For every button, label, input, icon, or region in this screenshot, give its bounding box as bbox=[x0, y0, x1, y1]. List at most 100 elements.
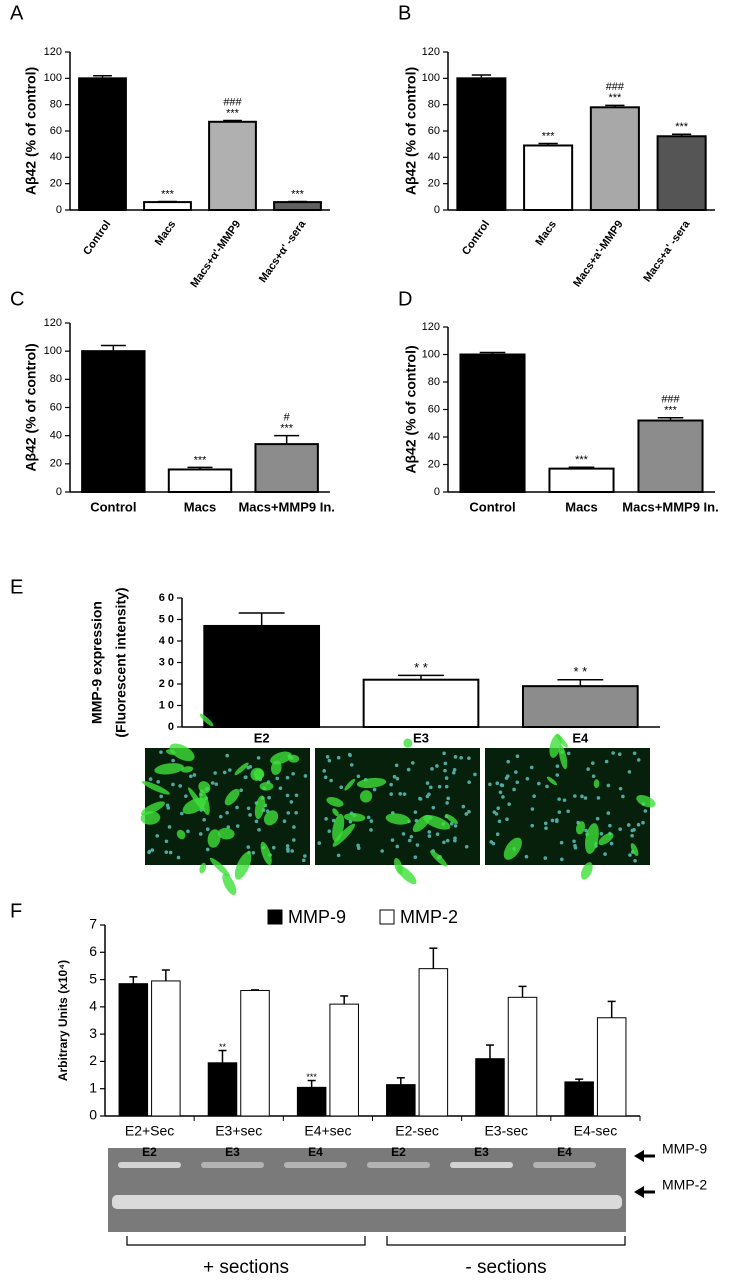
x-tick-label: Macs+MMP9 In. bbox=[622, 499, 718, 514]
y-tick-label: 60 bbox=[428, 125, 440, 137]
y-tick-label: 40 bbox=[428, 431, 440, 443]
nucleus bbox=[415, 843, 420, 847]
nucleus bbox=[327, 758, 332, 763]
nucleus bbox=[322, 769, 327, 773]
significance-label: * * bbox=[414, 660, 428, 675]
y-tick-label: 80 bbox=[428, 376, 440, 388]
y-tick-label: 0 bbox=[168, 721, 174, 733]
y-tick-label: 0 bbox=[89, 1107, 97, 1123]
nucleus bbox=[488, 782, 492, 787]
significance-label: *** bbox=[542, 130, 556, 142]
significance-label: ** bbox=[219, 1042, 227, 1052]
lane-label: E3 bbox=[474, 1145, 489, 1159]
nucleus bbox=[235, 824, 240, 828]
nucleus bbox=[467, 780, 471, 784]
nucleus bbox=[437, 784, 442, 789]
y-tick-label: 7 bbox=[89, 916, 97, 932]
group-label: + sections bbox=[203, 1257, 289, 1278]
cell-stain bbox=[154, 763, 184, 775]
nucleus bbox=[608, 823, 612, 828]
bar bbox=[208, 120, 257, 211]
nucleus bbox=[591, 774, 596, 778]
x-tick-label: Macs+MMP9 In. bbox=[238, 499, 334, 514]
panel-label: B bbox=[398, 2, 411, 24]
y-tick-label: 2 0 bbox=[159, 678, 174, 690]
nucleus bbox=[285, 793, 290, 798]
significance-label: *** bbox=[226, 107, 240, 119]
nucleus bbox=[603, 852, 607, 856]
nucleus bbox=[290, 849, 294, 853]
y-tick-label: 1 0 bbox=[159, 699, 174, 711]
y-axis-label: Aβ42 (% of control) bbox=[23, 67, 39, 195]
nucleus bbox=[402, 792, 407, 796]
significance-label: *** bbox=[306, 1072, 317, 1082]
nucleus bbox=[636, 758, 641, 762]
nucleus bbox=[235, 805, 239, 810]
cell-stain bbox=[270, 760, 282, 776]
nucleus bbox=[251, 850, 256, 855]
nucleus bbox=[427, 792, 431, 797]
nucleus bbox=[427, 834, 432, 838]
nucleus bbox=[164, 839, 169, 844]
nucleus bbox=[641, 820, 645, 825]
nucleus bbox=[176, 855, 181, 860]
cell-stain bbox=[575, 821, 586, 835]
nucleus bbox=[406, 767, 411, 772]
y-tick-label: 40 bbox=[50, 430, 62, 442]
y-tick-label: 4 bbox=[89, 998, 97, 1014]
nucleus bbox=[167, 825, 172, 829]
nucleus bbox=[285, 775, 290, 780]
nucleus bbox=[560, 857, 564, 862]
cell-stain bbox=[430, 850, 448, 867]
y-tick-label: 0 bbox=[434, 204, 440, 216]
nucleus bbox=[254, 819, 259, 824]
nucleus bbox=[492, 810, 497, 814]
cell-stain bbox=[141, 780, 170, 795]
nucleus bbox=[630, 833, 634, 838]
nucleus bbox=[291, 771, 295, 776]
x-tick-label: E2-sec bbox=[395, 1123, 439, 1139]
nucleus bbox=[464, 845, 469, 849]
bar bbox=[296, 1086, 327, 1117]
nucleus bbox=[529, 765, 534, 770]
nucleus bbox=[165, 803, 170, 808]
nucleus bbox=[159, 750, 163, 754]
nucleus bbox=[323, 775, 328, 780]
y-tick-label: 120 bbox=[44, 46, 62, 58]
nucleus bbox=[294, 793, 299, 798]
cell-stain bbox=[359, 790, 373, 803]
cell-stain bbox=[546, 776, 558, 786]
nucleus bbox=[599, 831, 604, 836]
y-tick-label: 3 0 bbox=[159, 656, 174, 668]
nucleus bbox=[275, 776, 280, 781]
y-tick-label: 0 bbox=[56, 204, 62, 216]
nucleus bbox=[409, 834, 414, 839]
cell-stain bbox=[217, 827, 235, 840]
nucleus bbox=[246, 806, 251, 811]
y-tick-label: 60 bbox=[50, 125, 62, 137]
nucleus bbox=[626, 823, 631, 827]
y-tick-label: 100 bbox=[44, 72, 62, 84]
nucleus bbox=[427, 830, 432, 834]
nucleus bbox=[514, 770, 518, 774]
x-tick-label: Macs bbox=[184, 499, 217, 514]
nucleus bbox=[392, 774, 397, 779]
nucleus bbox=[590, 761, 595, 765]
lane-label: E3 bbox=[225, 1145, 240, 1159]
y-tick-label: 120 bbox=[422, 46, 440, 58]
nucleus bbox=[407, 838, 412, 843]
nucleus bbox=[164, 850, 169, 854]
nucleus bbox=[453, 824, 458, 828]
nucleus bbox=[532, 794, 536, 798]
bar bbox=[81, 350, 146, 493]
nucleus bbox=[425, 781, 430, 785]
cell-stain bbox=[598, 832, 614, 846]
nucleus bbox=[411, 761, 415, 765]
significance-label: ### bbox=[661, 394, 680, 406]
x-tick-label: E3 bbox=[413, 730, 429, 745]
nucleus bbox=[559, 840, 564, 845]
nucleus bbox=[401, 832, 406, 836]
nucleus bbox=[239, 788, 243, 793]
nucleus bbox=[366, 815, 371, 820]
nucleus bbox=[506, 759, 510, 764]
